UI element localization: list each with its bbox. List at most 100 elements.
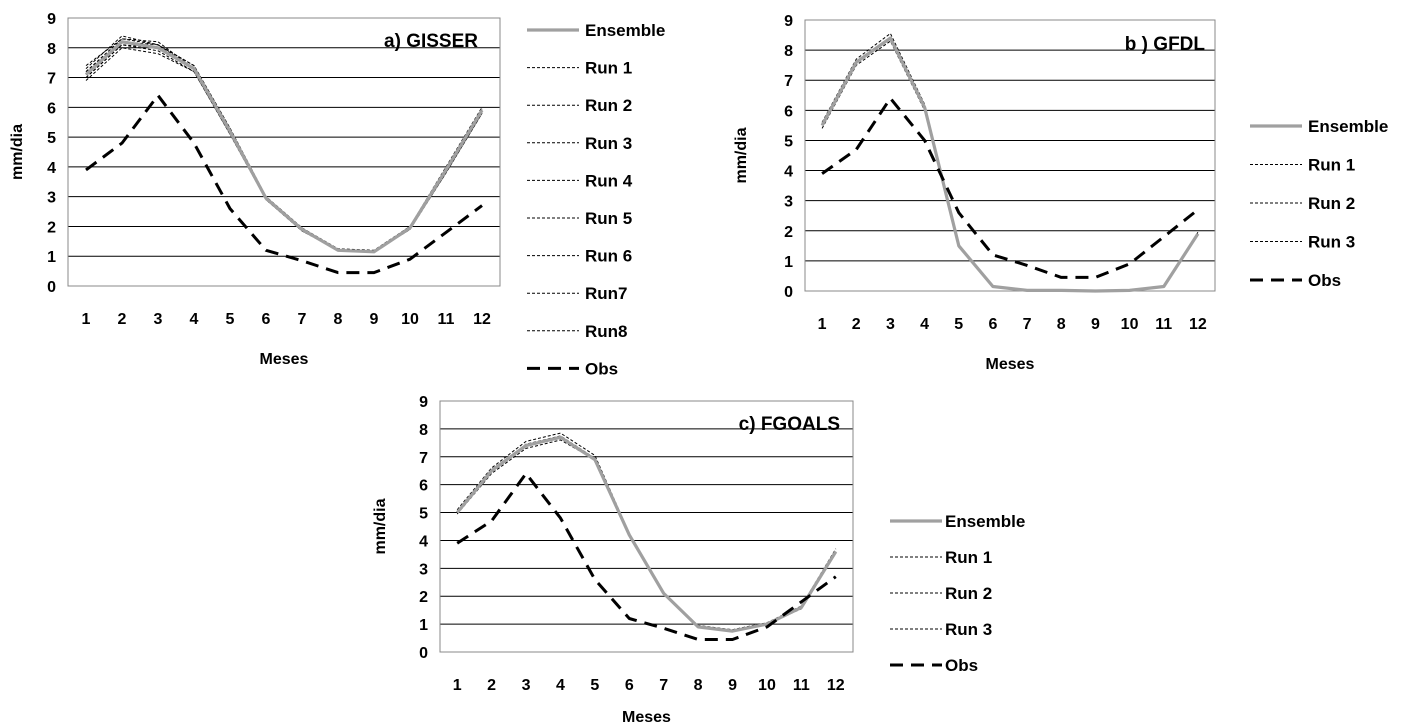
series-line-run7: [85, 44, 483, 253]
x-tick-label: 2: [487, 677, 496, 694]
x-tick-label: 3: [154, 311, 163, 328]
y-tick-label: 4: [47, 160, 56, 177]
series-line-ensemble: [820, 36, 1200, 293]
x-tick-label: 12: [1189, 316, 1207, 333]
x-tick-label: 4: [920, 316, 929, 333]
y-tick-label: 1: [419, 617, 428, 634]
y-tick-label: 6: [47, 100, 56, 117]
y-tick-label: 6: [784, 103, 793, 120]
series-line-obs: [456, 472, 837, 641]
legend-label: Run 2: [945, 584, 992, 603]
legend-label: Run 6: [585, 247, 632, 266]
legend-label: Run 1: [1308, 156, 1355, 175]
x-tick-label: 3: [886, 316, 895, 333]
y-tick-label: 6: [419, 478, 428, 495]
x-tick-label: 5: [226, 311, 235, 328]
y-tick-label: 0: [784, 284, 793, 301]
series-line-obs: [821, 96, 1199, 279]
series-line-ensemble: [455, 435, 838, 633]
y-tick-label: 9: [419, 394, 428, 411]
y-tick-label: 3: [784, 194, 793, 211]
x-tick-label: 5: [954, 316, 963, 333]
x-tick-label: 8: [1057, 316, 1066, 333]
series-line-run8: [85, 41, 483, 253]
x-tick-label: 6: [262, 311, 271, 328]
legend-label: Ensemble: [585, 21, 665, 40]
x-tick-label: 6: [988, 316, 997, 333]
x-tick-label: 11: [1155, 316, 1172, 333]
y-tick-label: 8: [784, 43, 793, 60]
y-tick-label: 5: [47, 130, 56, 147]
series-line-run-5: [85, 41, 483, 253]
x-tick-label: 3: [522, 677, 531, 694]
x-tick-label: 11: [438, 311, 455, 328]
x-tick-label: 8: [334, 311, 343, 328]
series-line-run-2: [456, 432, 837, 631]
x-tick-label: 1: [453, 677, 462, 694]
y-tick-label: 1: [47, 249, 56, 266]
y-tick-label: 4: [784, 164, 793, 181]
x-tick-label: 10: [1121, 316, 1139, 333]
x-axis-label: Meses: [986, 356, 1035, 373]
x-axis-label: Meses: [260, 351, 309, 368]
legend-label: Run 1: [585, 59, 632, 78]
legend-label: Run 1: [945, 548, 992, 567]
legend-label: Run 4: [585, 171, 633, 190]
series-line-ensemble: [84, 40, 484, 254]
series-line-run-4: [85, 38, 483, 253]
legend-label: Ensemble: [1308, 117, 1388, 136]
y-tick-label: 3: [47, 190, 56, 207]
legend-label: Run 2: [585, 96, 632, 115]
legend-label: Run8: [585, 322, 628, 341]
plot-frame: [67, 17, 501, 287]
x-tick-label: 9: [1091, 316, 1100, 333]
legend-label: Obs: [945, 656, 978, 675]
x-tick-label: 7: [1023, 316, 1032, 333]
series-line-obs: [85, 93, 483, 275]
y-tick-label: 2: [419, 589, 428, 606]
x-tick-label: 10: [401, 311, 419, 328]
legend-label: Obs: [585, 359, 618, 378]
series-line-run-1: [85, 44, 483, 253]
series-line-run-2: [85, 35, 483, 251]
legend-label: Run 3: [945, 620, 992, 639]
x-tick-label: 11: [793, 677, 810, 694]
x-tick-label: 1: [818, 316, 827, 333]
x-tick-label: 5: [590, 677, 599, 694]
y-axis-label: mm/dia: [372, 498, 389, 554]
series-line-run-1: [456, 439, 837, 632]
x-tick-label: 7: [659, 677, 668, 694]
x-tick-label: 2: [852, 316, 861, 333]
chart-title: a) GISSER: [384, 31, 478, 52]
x-tick-label: 8: [694, 677, 703, 694]
legend-label: Obs: [1308, 271, 1341, 290]
series-line-run-3: [85, 47, 483, 253]
plot-frame: [439, 400, 854, 653]
legend-label: Ensemble: [945, 512, 1025, 531]
y-tick-label: 2: [47, 219, 56, 236]
y-tick-label: 7: [419, 450, 428, 467]
legend-label: Run 3: [1308, 233, 1355, 252]
y-tick-label: 5: [784, 133, 793, 150]
y-tick-label: 4: [419, 533, 428, 550]
y-tick-label: 9: [784, 13, 793, 30]
x-tick-label: 9: [370, 311, 379, 328]
legend: Ensemble Run 1 Run 2 Run 3 Obs: [1250, 117, 1388, 290]
plot-frame: [804, 19, 1216, 292]
x-tick-label: 4: [556, 677, 565, 694]
y-tick-label: 7: [784, 73, 793, 90]
x-tick-label: 9: [728, 677, 737, 694]
y-tick-label: 0: [419, 645, 428, 662]
y-axis-label: mm/dia: [9, 124, 26, 180]
y-tick-label: 0: [47, 279, 56, 296]
x-tick-label: 10: [758, 677, 776, 694]
x-tick-label: 12: [473, 311, 491, 328]
y-tick-label: 7: [47, 71, 56, 88]
x-axis-label: Meses: [622, 709, 671, 725]
series-line-run-2: [821, 33, 1199, 292]
x-tick-label: 4: [190, 311, 199, 328]
